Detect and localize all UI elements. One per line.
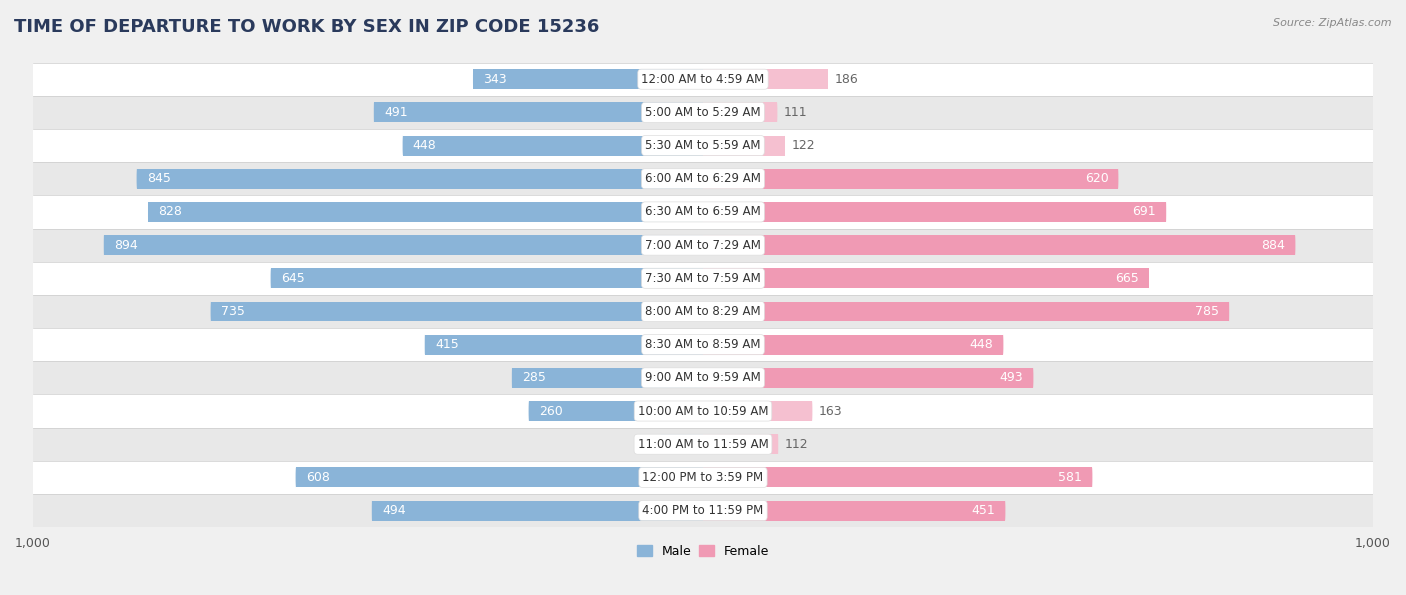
Text: 884: 884 <box>1261 239 1285 252</box>
Bar <box>0 262 1406 295</box>
Text: 12:00 AM to 4:59 AM: 12:00 AM to 4:59 AM <box>641 73 765 86</box>
Text: 451: 451 <box>972 504 995 517</box>
Bar <box>0 162 1406 195</box>
Bar <box>703 302 1229 321</box>
Legend: Male, Female: Male, Female <box>631 540 775 563</box>
Text: 894: 894 <box>114 239 138 252</box>
Text: 494: 494 <box>382 504 406 517</box>
Text: 845: 845 <box>146 172 170 185</box>
Bar <box>703 169 1118 189</box>
Bar <box>295 468 703 487</box>
Text: 285: 285 <box>522 371 546 384</box>
Bar <box>136 169 703 189</box>
Text: 415: 415 <box>434 338 458 351</box>
Bar <box>703 136 785 155</box>
Bar <box>104 235 703 255</box>
Text: Source: ZipAtlas.com: Source: ZipAtlas.com <box>1274 18 1392 28</box>
Text: 828: 828 <box>159 205 183 218</box>
Text: 5:30 AM to 5:59 AM: 5:30 AM to 5:59 AM <box>645 139 761 152</box>
Bar <box>0 461 1406 494</box>
Bar <box>148 202 703 222</box>
Bar <box>512 368 703 388</box>
Text: 8:00 AM to 8:29 AM: 8:00 AM to 8:29 AM <box>645 305 761 318</box>
Bar <box>374 102 703 123</box>
Bar <box>0 394 1406 428</box>
Text: 4:00 PM to 11:59 PM: 4:00 PM to 11:59 PM <box>643 504 763 517</box>
Bar <box>0 361 1406 394</box>
Bar <box>0 328 1406 361</box>
Bar <box>474 69 703 89</box>
Bar <box>373 500 703 521</box>
Text: 491: 491 <box>384 106 408 119</box>
Text: 186: 186 <box>834 73 858 86</box>
Bar <box>0 295 1406 328</box>
Bar <box>703 468 1092 487</box>
Bar <box>529 401 703 421</box>
Text: 12:00 PM to 3:59 PM: 12:00 PM to 3:59 PM <box>643 471 763 484</box>
Bar <box>661 434 703 454</box>
Text: 691: 691 <box>1132 205 1156 218</box>
Bar <box>211 302 703 321</box>
Text: 8:30 AM to 8:59 AM: 8:30 AM to 8:59 AM <box>645 338 761 351</box>
Text: 581: 581 <box>1059 471 1083 484</box>
Bar <box>703 102 778 123</box>
Bar <box>703 500 1005 521</box>
Bar <box>703 434 778 454</box>
Bar <box>703 401 813 421</box>
Text: 111: 111 <box>785 106 807 119</box>
Bar <box>0 62 1406 96</box>
Text: 6:30 AM to 6:59 AM: 6:30 AM to 6:59 AM <box>645 205 761 218</box>
Bar <box>402 136 703 155</box>
Text: 63: 63 <box>638 438 654 450</box>
Bar <box>425 335 703 355</box>
Text: 7:30 AM to 7:59 AM: 7:30 AM to 7:59 AM <box>645 272 761 285</box>
Bar <box>271 268 703 288</box>
Bar <box>703 268 1149 288</box>
Text: 343: 343 <box>484 73 506 86</box>
Text: 448: 448 <box>969 338 993 351</box>
Bar <box>0 494 1406 527</box>
Text: 448: 448 <box>413 139 437 152</box>
Text: 608: 608 <box>305 471 329 484</box>
Text: 620: 620 <box>1084 172 1108 185</box>
Text: 260: 260 <box>538 405 562 418</box>
Text: 735: 735 <box>221 305 245 318</box>
Text: 665: 665 <box>1115 272 1139 285</box>
Bar <box>703 202 1166 222</box>
Text: 10:00 AM to 10:59 AM: 10:00 AM to 10:59 AM <box>638 405 768 418</box>
Text: 9:00 AM to 9:59 AM: 9:00 AM to 9:59 AM <box>645 371 761 384</box>
Text: 122: 122 <box>792 139 815 152</box>
Text: 785: 785 <box>1195 305 1219 318</box>
Bar <box>0 228 1406 262</box>
Text: 11:00 AM to 11:59 AM: 11:00 AM to 11:59 AM <box>638 438 768 450</box>
Text: 645: 645 <box>281 272 305 285</box>
Bar <box>703 69 828 89</box>
Bar <box>0 195 1406 228</box>
Text: 5:00 AM to 5:29 AM: 5:00 AM to 5:29 AM <box>645 106 761 119</box>
Bar <box>703 235 1295 255</box>
Bar <box>0 129 1406 162</box>
Text: 6:00 AM to 6:29 AM: 6:00 AM to 6:29 AM <box>645 172 761 185</box>
Bar <box>0 96 1406 129</box>
Bar <box>703 335 1004 355</box>
Text: 163: 163 <box>818 405 842 418</box>
Text: 7:00 AM to 7:29 AM: 7:00 AM to 7:29 AM <box>645 239 761 252</box>
Text: TIME OF DEPARTURE TO WORK BY SEX IN ZIP CODE 15236: TIME OF DEPARTURE TO WORK BY SEX IN ZIP … <box>14 18 599 36</box>
Text: 112: 112 <box>785 438 808 450</box>
Bar <box>0 428 1406 461</box>
Bar <box>703 368 1033 388</box>
Text: 493: 493 <box>1000 371 1024 384</box>
